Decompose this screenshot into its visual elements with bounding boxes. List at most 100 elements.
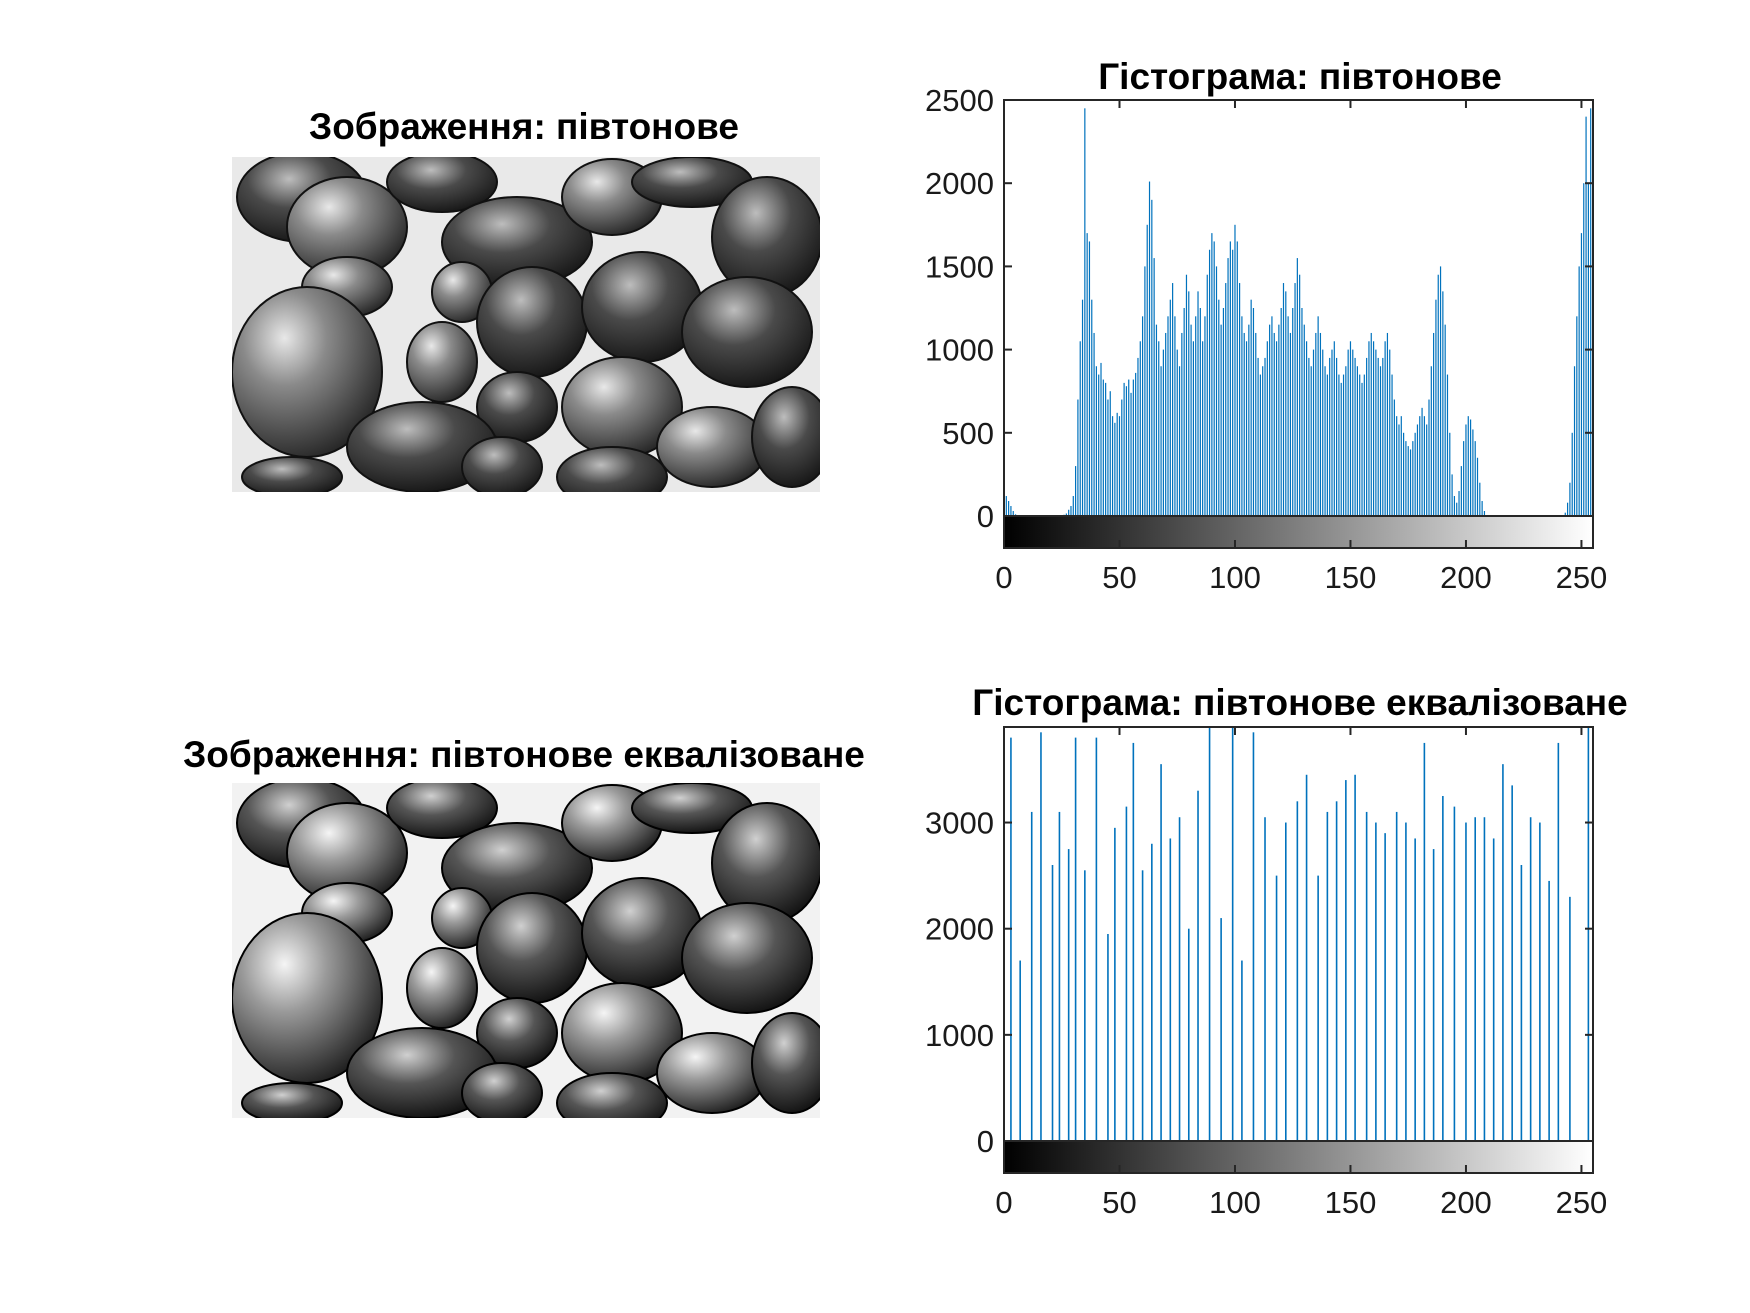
- histogram-bar: [1481, 501, 1483, 516]
- histogram-bar: [1569, 482, 1571, 516]
- histogram-bar: [1375, 822, 1377, 1141]
- histogram-bar: [1165, 332, 1167, 516]
- histogram-bar: [1137, 357, 1139, 516]
- histogram-bar: [1576, 316, 1578, 516]
- histogram-bar: [1590, 108, 1592, 516]
- histogram-bar: [1213, 241, 1215, 516]
- histogram-bar: [1135, 372, 1137, 516]
- histogram-bar: [1208, 249, 1211, 516]
- histogram-bar: [1273, 332, 1275, 516]
- histogram-bar: [1439, 266, 1442, 516]
- histogram-bar: [1040, 732, 1042, 1141]
- histogram-bar: [1386, 332, 1389, 516]
- histogram-bar: [1225, 283, 1227, 516]
- histogram-bar: [1243, 332, 1245, 516]
- y-tick-label: 1000: [925, 333, 994, 368]
- histogram-bar: [1262, 366, 1264, 516]
- histogram-bar: [1400, 416, 1402, 516]
- histogram-bar: [1183, 308, 1185, 516]
- x-tick-label: 250: [1556, 560, 1608, 595]
- histogram-bar: [1072, 496, 1074, 516]
- histogram-bar: [1578, 266, 1580, 516]
- image-title-grayscale: Зображення: півтонове: [309, 106, 739, 147]
- x-tick-label: 250: [1556, 1185, 1608, 1220]
- histogram-bar: [1172, 283, 1174, 516]
- histogram-bar: [1361, 382, 1363, 516]
- histogram-bar: [1250, 299, 1252, 516]
- histogram-bar: [1058, 811, 1061, 1141]
- histogram-bar: [1365, 811, 1368, 1141]
- histogram-bar: [1091, 299, 1093, 516]
- histogram-bar: [1105, 382, 1107, 516]
- x-tick-label: 50: [1102, 560, 1136, 595]
- histogram-bar: [1197, 291, 1199, 516]
- y-tick-label: 0: [977, 1124, 994, 1159]
- histogram-bar: [1419, 416, 1421, 516]
- histogram-bar: [1446, 374, 1449, 516]
- histogram-bar: [1349, 341, 1352, 516]
- histogram-bar: [1460, 466, 1462, 516]
- histogram-bar: [1338, 374, 1340, 516]
- histogram-bar: [1294, 283, 1296, 516]
- histogram-bar: [1100, 362, 1102, 516]
- histogram-bar: [1114, 422, 1116, 516]
- histogram-bar: [1345, 366, 1347, 516]
- histogram-bar: [1428, 399, 1430, 516]
- histogram-bar: [1474, 441, 1476, 516]
- x-tick-label: 150: [1325, 1185, 1377, 1220]
- histogram-bar: [1239, 283, 1241, 516]
- histogram-bar: [1569, 896, 1571, 1141]
- histogram-bar: [1435, 299, 1437, 516]
- grayscale-pebbles-image: [232, 157, 820, 492]
- histogram-bar: [1102, 379, 1104, 516]
- histogram-bar: [1169, 838, 1172, 1141]
- histogram-bar: [1241, 316, 1243, 516]
- histogram-bar: [1474, 817, 1476, 1141]
- histogram-bar: [1366, 357, 1368, 516]
- histogram-bar: [1368, 341, 1370, 516]
- histogram-bar: [1278, 324, 1280, 516]
- histogram-bar: [1081, 299, 1084, 516]
- histogram-bar: [1287, 316, 1289, 516]
- histogram-bar: [1432, 849, 1435, 1141]
- histogram-bar: [1241, 960, 1243, 1141]
- histogram-bar: [1074, 737, 1077, 1141]
- histogram-bar: [1109, 391, 1111, 516]
- histogram-bar: [1317, 316, 1319, 516]
- histogram-bar: [1051, 865, 1054, 1141]
- histogram-bar: [1098, 374, 1100, 516]
- histogram-bar: [1573, 366, 1576, 516]
- histogram-bar: [1333, 341, 1335, 516]
- histogram-bar: [1583, 183, 1585, 516]
- histogram-bar: [1125, 386, 1128, 516]
- histogram-bar: [1107, 934, 1109, 1141]
- histogram-bar: [1322, 349, 1324, 516]
- x-tick-label: 0: [995, 1185, 1012, 1220]
- histogram-bar: [1391, 374, 1393, 516]
- histogram-bar: [1222, 308, 1225, 516]
- y-tick-label: 500: [942, 416, 994, 451]
- axes-frame: [1003, 726, 1594, 1173]
- histogram-bar: [1019, 960, 1021, 1141]
- histogram-bar: [1088, 241, 1091, 516]
- histogram-bar: [1220, 918, 1222, 1141]
- histogram-bar: [1472, 429, 1474, 516]
- histogram-bar: [1204, 316, 1206, 516]
- histogram-bar: [1187, 928, 1190, 1141]
- histogram-bar: [1483, 817, 1486, 1141]
- histogram-bar: [1326, 811, 1329, 1141]
- histogram-bar: [1433, 332, 1435, 516]
- histogram-bar: [1465, 822, 1467, 1141]
- histogram-bar: [1141, 870, 1144, 1141]
- histogram-bar: [1116, 412, 1118, 516]
- y-tick-label: 3000: [925, 806, 994, 841]
- histogram-bar: [1372, 341, 1375, 516]
- histogram-bar: [1190, 324, 1192, 516]
- histogram-bar: [1423, 742, 1426, 1141]
- histogram-bar: [1324, 366, 1326, 516]
- histogram-bar: [1178, 817, 1181, 1141]
- pebble-group: [232, 157, 820, 492]
- histogram-bar: [1301, 308, 1303, 516]
- histogram-bar: [1414, 432, 1416, 516]
- histogram-bar: [1232, 249, 1234, 516]
